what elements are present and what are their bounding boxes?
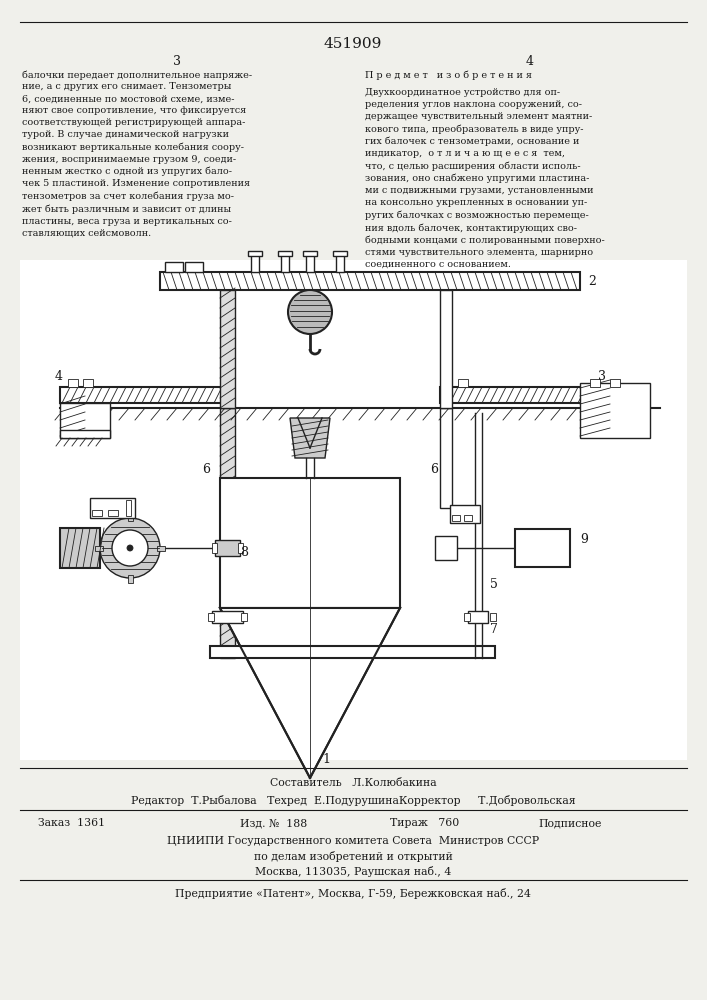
Polygon shape	[290, 418, 330, 458]
Bar	[450, 505, 480, 523]
Text: 3: 3	[598, 370, 606, 383]
Text: ЦНИИПИ Государственного комитета Совета  Министров СССР: ЦНИИПИ Государственного комитета Совета …	[167, 836, 539, 846]
Bar	[212, 611, 243, 623]
Text: 4: 4	[526, 55, 534, 68]
Bar	[435, 536, 457, 560]
Bar	[464, 613, 470, 621]
Bar	[464, 515, 472, 521]
Text: Заказ  1361: Заказ 1361	[38, 818, 105, 828]
Circle shape	[112, 530, 148, 566]
Bar	[127, 575, 132, 583]
Bar	[90, 498, 135, 518]
Bar	[60, 430, 110, 438]
Bar	[220, 290, 235, 408]
Text: 4: 4	[55, 370, 63, 383]
Bar	[92, 510, 102, 516]
Text: Тираж   760: Тираж 760	[390, 818, 460, 828]
Bar	[212, 543, 217, 553]
Text: Редактор  Т.Рыбалова   Техред  Е.ПодурушинаКорректор     Т.Добровольская: Редактор Т.Рыбалова Техред Е.ПодурушинаК…	[131, 795, 575, 806]
Bar	[458, 379, 468, 387]
Bar	[127, 513, 132, 521]
Text: 6: 6	[430, 463, 438, 476]
Text: 6: 6	[202, 463, 210, 476]
Circle shape	[288, 290, 332, 334]
Bar	[306, 254, 314, 272]
Bar	[278, 251, 292, 256]
Circle shape	[127, 545, 133, 551]
Bar	[515, 529, 570, 567]
Bar	[60, 528, 100, 568]
Bar	[95, 546, 103, 550]
Bar	[580, 383, 650, 438]
Bar	[610, 379, 620, 387]
Text: 7: 7	[490, 623, 498, 636]
Bar	[303, 251, 317, 256]
Bar	[440, 387, 640, 403]
Polygon shape	[220, 608, 400, 778]
Circle shape	[100, 518, 160, 578]
Bar	[440, 408, 452, 508]
Text: балочки передает дополнительное напряже-
ние, а с других его снимает. Тензометры: балочки передает дополнительное напряже-…	[22, 70, 252, 238]
Bar	[452, 515, 460, 521]
Bar	[590, 379, 600, 387]
Bar	[108, 510, 118, 516]
Bar	[490, 613, 496, 621]
Bar	[210, 646, 495, 658]
Text: П р е д м е т   и з о б р е т е н и я: П р е д м е т и з о б р е т е н и я	[365, 70, 532, 80]
Bar	[68, 379, 78, 387]
Bar	[248, 251, 262, 256]
Bar	[185, 262, 203, 272]
Bar	[165, 262, 183, 272]
Bar	[220, 478, 400, 608]
Bar	[126, 500, 131, 516]
Bar	[160, 272, 580, 290]
Text: 451909: 451909	[324, 37, 382, 51]
Bar	[20, 260, 687, 760]
Bar	[440, 379, 450, 387]
Bar	[220, 408, 235, 658]
Bar	[241, 613, 247, 621]
Bar	[215, 540, 240, 556]
Text: по делам изобретений и открытий: по делам изобретений и открытий	[254, 851, 452, 862]
Text: Москва, 113035, Раушская наб., 4: Москва, 113035, Раушская наб., 4	[255, 866, 451, 877]
Bar	[333, 251, 347, 256]
Text: 1: 1	[322, 753, 330, 766]
Bar	[336, 254, 344, 272]
Bar	[157, 546, 165, 550]
Text: Предприятие «Патент», Москва, Г-59, Бережковская наб., 24: Предприятие «Патент», Москва, Г-59, Бере…	[175, 888, 531, 899]
Text: 3: 3	[173, 55, 181, 68]
Text: 2: 2	[588, 275, 596, 288]
Bar	[281, 254, 289, 272]
Text: Подписное: Подписное	[538, 818, 602, 828]
Text: 5: 5	[490, 578, 498, 591]
Text: Двухкоординатное устройство для оп-
ределения углов наклона сооружений, со-
держ: Двухкоординатное устройство для оп- реде…	[365, 88, 604, 269]
Bar	[83, 379, 93, 387]
Bar	[60, 387, 228, 403]
Text: Составитель   Л.Колюбакина: Составитель Л.Колюбакина	[269, 778, 436, 788]
Bar	[251, 254, 259, 272]
Bar	[238, 543, 243, 553]
Bar	[208, 613, 214, 621]
Text: 8: 8	[240, 546, 248, 559]
Bar	[60, 403, 110, 438]
Bar	[468, 611, 488, 623]
Text: Изд. №  188: Изд. № 188	[240, 818, 308, 828]
Bar	[440, 290, 452, 408]
Text: 9: 9	[580, 533, 588, 546]
